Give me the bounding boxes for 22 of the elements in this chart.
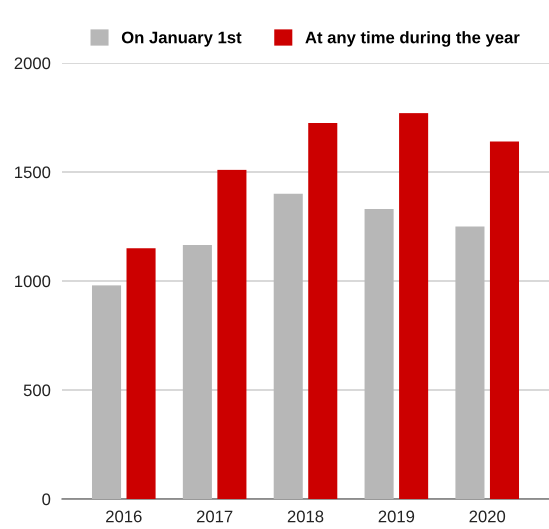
y-tick-label: 1500 (15, 166, 50, 178)
y-tick-label: 1000 (15, 275, 50, 288)
bar (490, 141, 520, 499)
x-tick-label: 2016 (106, 510, 142, 522)
bar (399, 113, 428, 499)
x-tick-label: 2020 (470, 510, 506, 522)
y-tick-label: 0 (42, 493, 50, 506)
legend-label: At any time during the year (305, 31, 520, 47)
bar (126, 248, 156, 499)
bar (274, 194, 303, 499)
bar (92, 285, 122, 499)
y-tick-label: 2000 (14, 57, 50, 70)
bar (217, 170, 246, 499)
x-tick-label: 2018 (288, 510, 324, 522)
x-tick-label: 2019 (378, 510, 414, 522)
bar (364, 209, 394, 499)
bar (455, 226, 484, 499)
legend-label: On January 1st (122, 32, 242, 47)
bar (308, 122, 338, 499)
y-tick-label: 500 (24, 384, 50, 396)
bar (182, 245, 212, 499)
x-tick-label: 2017 (196, 510, 232, 522)
